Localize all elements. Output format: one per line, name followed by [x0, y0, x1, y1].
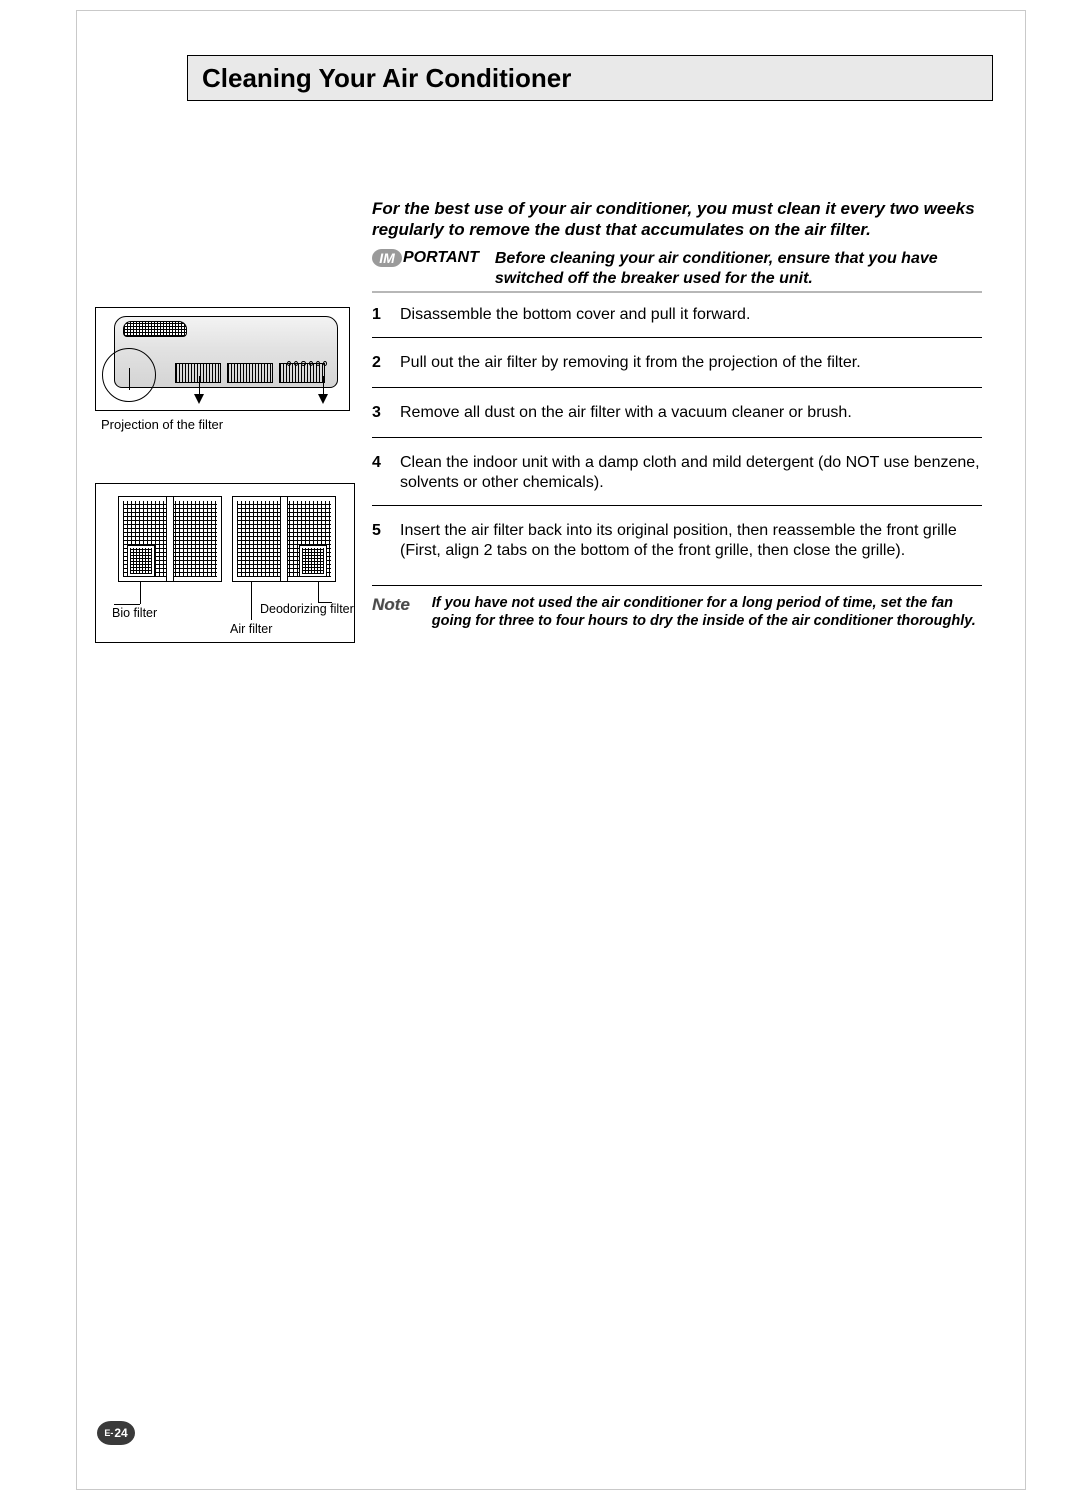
step-text: Pull out the air filter by removing it f…	[400, 353, 982, 373]
step-text: Clean the indoor unit with a damp cloth …	[400, 453, 982, 494]
step-3: 3 Remove all dust on the air filter with…	[372, 403, 982, 423]
figure1-caption: Projection of the filter	[101, 417, 223, 432]
step-text: Disassemble the bottom cover and pull it…	[400, 305, 982, 325]
note-text: If you have not used the air conditioner…	[432, 595, 982, 630]
manual-page: Cleaning Your Air Conditioner For the be…	[76, 10, 1026, 1490]
step-5: 5 Insert the air filter back into its or…	[372, 521, 982, 562]
title-bar: Cleaning Your Air Conditioner	[187, 55, 993, 101]
page-title: Cleaning Your Air Conditioner	[202, 63, 571, 94]
step-number: 1	[372, 305, 386, 325]
leader-line	[129, 368, 130, 390]
important-text: Before cleaning your air conditioner, en…	[495, 249, 982, 288]
step-text: Insert the air filter back into its orig…	[400, 521, 982, 562]
step-separator	[372, 505, 982, 506]
deodorizing-filter-icon	[299, 545, 327, 577]
step-number: 2	[372, 353, 386, 373]
step-separator	[372, 437, 982, 438]
note-label: Note	[372, 595, 410, 615]
step-separator	[372, 585, 982, 586]
step-2: 2 Pull out the air filter by removing it…	[372, 353, 982, 373]
step-number: 3	[372, 403, 386, 423]
leader-line	[323, 376, 324, 394]
important-badge-rest: PORTANT	[403, 249, 479, 267]
figure-ac-unit	[95, 307, 350, 411]
section-divider	[372, 291, 982, 293]
arrow-down-icon	[318, 394, 328, 404]
ac-bottom-slots-icon	[175, 363, 325, 383]
note-row: Note If you have not used the air condit…	[372, 595, 982, 630]
important-row: IMPORTANT Before cleaning your air condi…	[372, 249, 982, 288]
figure-filters: Bio filter Deodorizing filter Air filter	[95, 483, 355, 643]
page-number-value: 24	[114, 1426, 127, 1440]
filter-panel-right-icon	[232, 496, 336, 582]
step-1: 1 Disassemble the bottom cover and pull …	[372, 305, 982, 325]
air-filter-label: Air filter	[230, 622, 272, 636]
arrow-down-icon	[194, 394, 204, 404]
step-text: Remove all dust on the air filter with a…	[400, 403, 982, 423]
leader-line	[140, 582, 141, 604]
step-separator	[372, 337, 982, 338]
bio-filter-icon	[127, 545, 155, 577]
leader-line	[199, 376, 200, 394]
leader-line	[251, 582, 252, 620]
step-number: 4	[372, 453, 386, 494]
step-separator	[372, 387, 982, 388]
step-4: 4 Clean the indoor unit with a damp clot…	[372, 453, 982, 494]
step-number: 5	[372, 521, 386, 562]
intro-text: For the best use of your air conditioner…	[372, 199, 982, 240]
important-oval-icon: IM	[372, 249, 402, 267]
page-number-badge: E-24	[97, 1421, 135, 1445]
deodorizing-filter-label: Deodorizing filter	[260, 602, 354, 616]
important-badge: IMPORTANT	[372, 249, 479, 267]
filter-panel-left-icon	[118, 496, 222, 582]
ac-top-grille-icon	[123, 321, 187, 337]
bio-filter-label: Bio filter	[112, 606, 157, 620]
leader-line	[114, 604, 140, 605]
page-number-prefix: E-	[104, 1428, 113, 1438]
leader-line	[318, 582, 319, 602]
